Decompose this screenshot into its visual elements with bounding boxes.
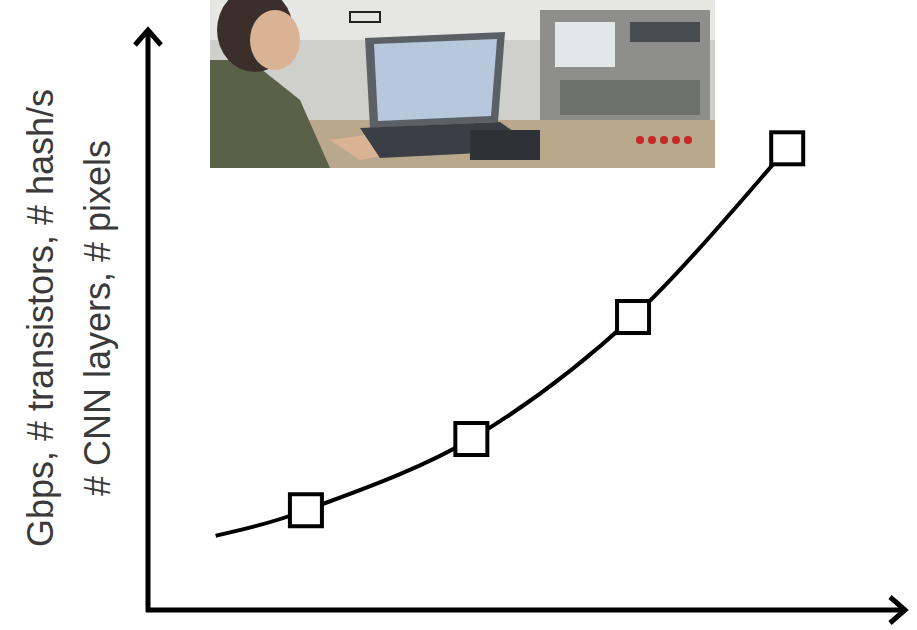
y-axis-label: Gbps, # transistors, # hash/s [20,89,61,547]
plot-area [216,132,804,536]
marker [771,132,803,164]
y-axis-arrow [135,30,161,45]
curve [216,148,788,536]
photo [210,0,715,168]
y-axis-label: # CNN layers, # pixels [77,140,118,496]
x-axis-arrow [890,597,905,623]
chart: Gbps, # transistors, # hash/s # CNN layer… [0,0,917,630]
marker [617,301,649,333]
x-axis [146,608,905,613]
axes [135,30,905,623]
y-axis [146,32,151,612]
marker [455,423,487,455]
marker [290,494,322,526]
